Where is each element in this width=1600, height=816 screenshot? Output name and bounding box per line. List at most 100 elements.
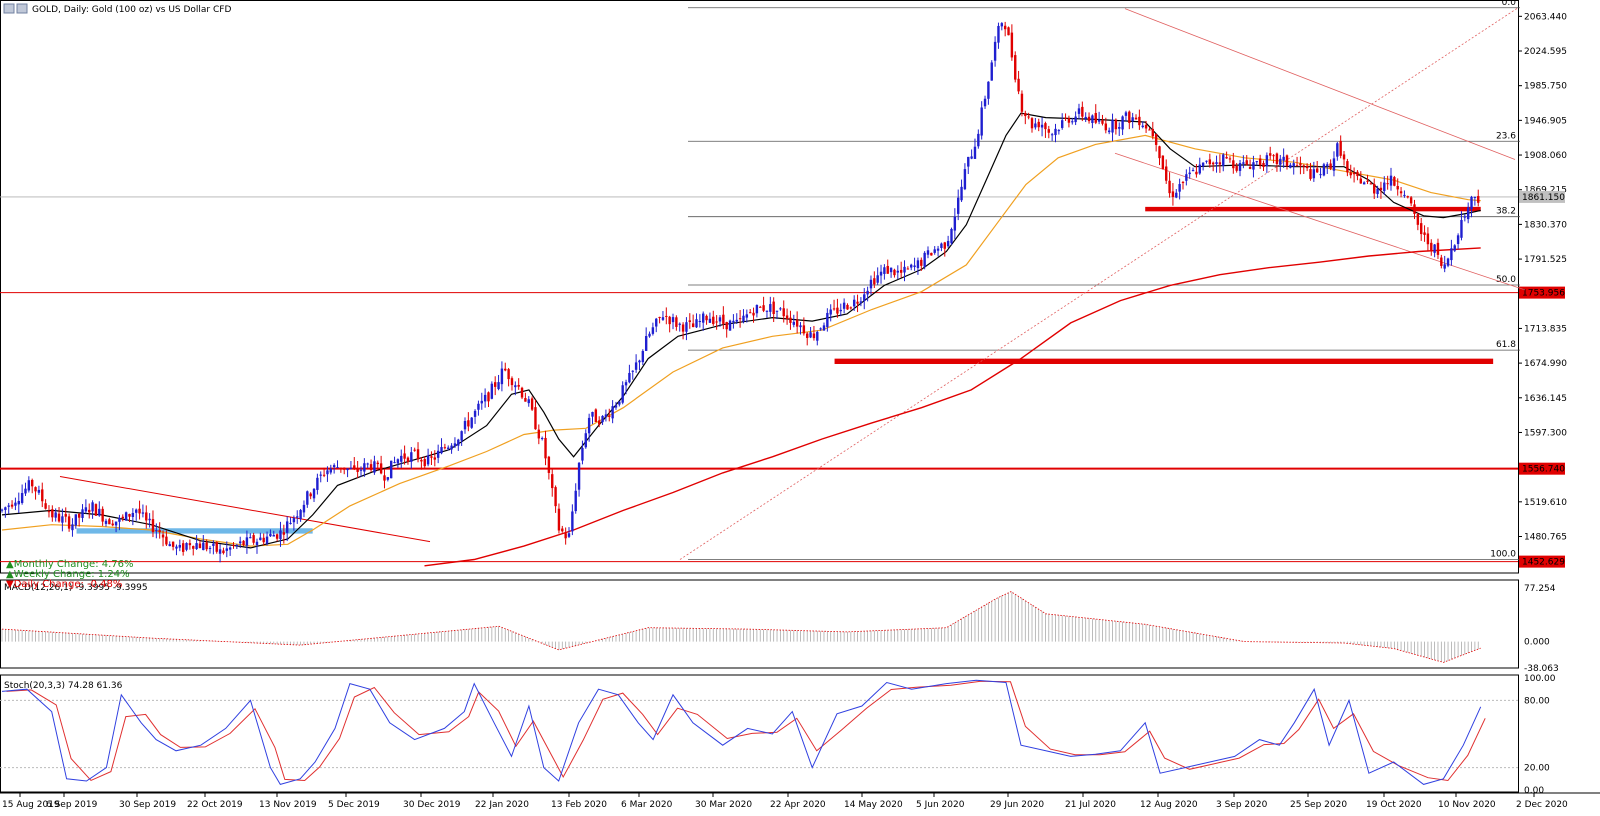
candle-body xyxy=(1047,129,1050,133)
candle-body xyxy=(440,447,443,454)
candle-body xyxy=(1245,160,1248,165)
candle-body xyxy=(1396,185,1399,190)
candle-body xyxy=(1450,248,1453,261)
candle-body xyxy=(715,321,718,323)
candle-body xyxy=(644,336,648,351)
candle-body xyxy=(329,468,332,473)
y-tick-label: 1985.750 xyxy=(1524,82,1567,92)
candle-body xyxy=(792,321,795,325)
candle-body xyxy=(309,493,312,497)
candle-body xyxy=(383,475,386,481)
candle-body xyxy=(1366,180,1369,182)
candle-body xyxy=(866,290,869,295)
candle-body xyxy=(265,536,269,544)
candle-body xyxy=(1332,158,1336,171)
candle-body xyxy=(369,464,373,470)
x-tick-label: 15 Aug 2019 xyxy=(2,800,60,810)
candle-body xyxy=(712,316,715,325)
price-level-label: 1452.629 xyxy=(1522,558,1565,568)
candle-body xyxy=(1269,153,1272,156)
candle-body xyxy=(1111,119,1114,133)
candle-body xyxy=(913,265,916,268)
candle-body xyxy=(1074,116,1077,123)
candle-body xyxy=(41,489,44,502)
candle-body xyxy=(4,507,7,510)
x-tick-label: 10 Nov 2020 xyxy=(1438,800,1496,810)
candle-body xyxy=(1128,111,1131,123)
candle-body xyxy=(57,513,61,522)
y-tick-label: 2024.595 xyxy=(1524,47,1567,57)
candle-body xyxy=(192,546,195,549)
change-info-box: ▲Monthly Change: 4.76% ▲Weekly Change: 1… xyxy=(6,560,134,590)
candle-body xyxy=(839,309,842,312)
candle-body xyxy=(1326,164,1329,166)
y-tick-label: 1480.765 xyxy=(1524,533,1567,543)
candle-body xyxy=(1010,32,1014,58)
candle-body xyxy=(1315,168,1319,173)
candle-body xyxy=(426,455,430,465)
channel-upper-line xyxy=(1124,8,1516,160)
candle-body xyxy=(47,511,51,513)
candle-body xyxy=(289,522,292,524)
candle-body xyxy=(1118,127,1121,129)
downtrend-line xyxy=(59,475,431,543)
candle-body xyxy=(1061,120,1064,128)
candle-body xyxy=(306,491,309,505)
candle-body xyxy=(601,415,604,423)
candle-body xyxy=(1208,159,1212,165)
candle-body xyxy=(1215,162,1218,164)
candle-body xyxy=(671,317,675,323)
candle-body xyxy=(1379,187,1383,191)
candle-body xyxy=(661,317,665,320)
candle-body xyxy=(1007,27,1010,36)
candle-body xyxy=(1403,194,1406,196)
candle-body xyxy=(1262,162,1265,168)
candle-body xyxy=(1376,188,1379,195)
candle-body xyxy=(450,445,453,450)
candle-body xyxy=(1473,196,1477,198)
candle-body xyxy=(242,540,245,545)
candle-body xyxy=(554,487,557,507)
candle-body xyxy=(685,322,688,332)
candle-body xyxy=(795,319,799,327)
candle-body xyxy=(470,417,473,428)
candle-body xyxy=(1037,121,1040,128)
candle-body xyxy=(232,545,235,547)
candle-body xyxy=(1081,106,1084,117)
candle-body xyxy=(973,146,977,159)
x-tick-label: 25 Sep 2020 xyxy=(1290,800,1347,810)
candle-body xyxy=(316,477,319,490)
candle-body xyxy=(624,382,628,386)
fib-level-label: 50.0 xyxy=(1496,275,1516,285)
candle-body xyxy=(886,265,889,274)
candle-body xyxy=(987,81,990,99)
candle-body xyxy=(114,521,118,526)
weekly-change: ▲Weekly Change: 1.24% xyxy=(6,569,130,580)
candle-body xyxy=(755,304,759,314)
candle-body xyxy=(1165,166,1168,181)
candle-body xyxy=(228,547,232,550)
fib-trend-line xyxy=(679,7,1519,560)
x-tick-label: 19 Oct 2020 xyxy=(1366,800,1422,810)
candle-body xyxy=(1050,134,1054,136)
candle-body xyxy=(859,301,863,303)
candle-body xyxy=(1064,117,1067,119)
candle-body xyxy=(20,493,24,503)
candle-body xyxy=(980,107,983,136)
candle-body xyxy=(410,452,413,462)
candle-body xyxy=(1460,219,1463,238)
candle-body xyxy=(195,543,198,550)
y-tick-label: 1946.905 xyxy=(1524,116,1567,126)
candle-body xyxy=(1175,192,1178,198)
candle-body xyxy=(215,542,218,552)
candle-body xyxy=(668,316,671,325)
candle-body xyxy=(1349,172,1352,176)
candle-body xyxy=(920,259,923,266)
candle-body xyxy=(1339,140,1342,156)
candle-body xyxy=(393,462,396,464)
x-tick-label: 14 May 2020 xyxy=(844,800,903,810)
candle-body xyxy=(1235,165,1238,171)
candle-body xyxy=(403,453,406,459)
candle-body xyxy=(910,264,913,268)
